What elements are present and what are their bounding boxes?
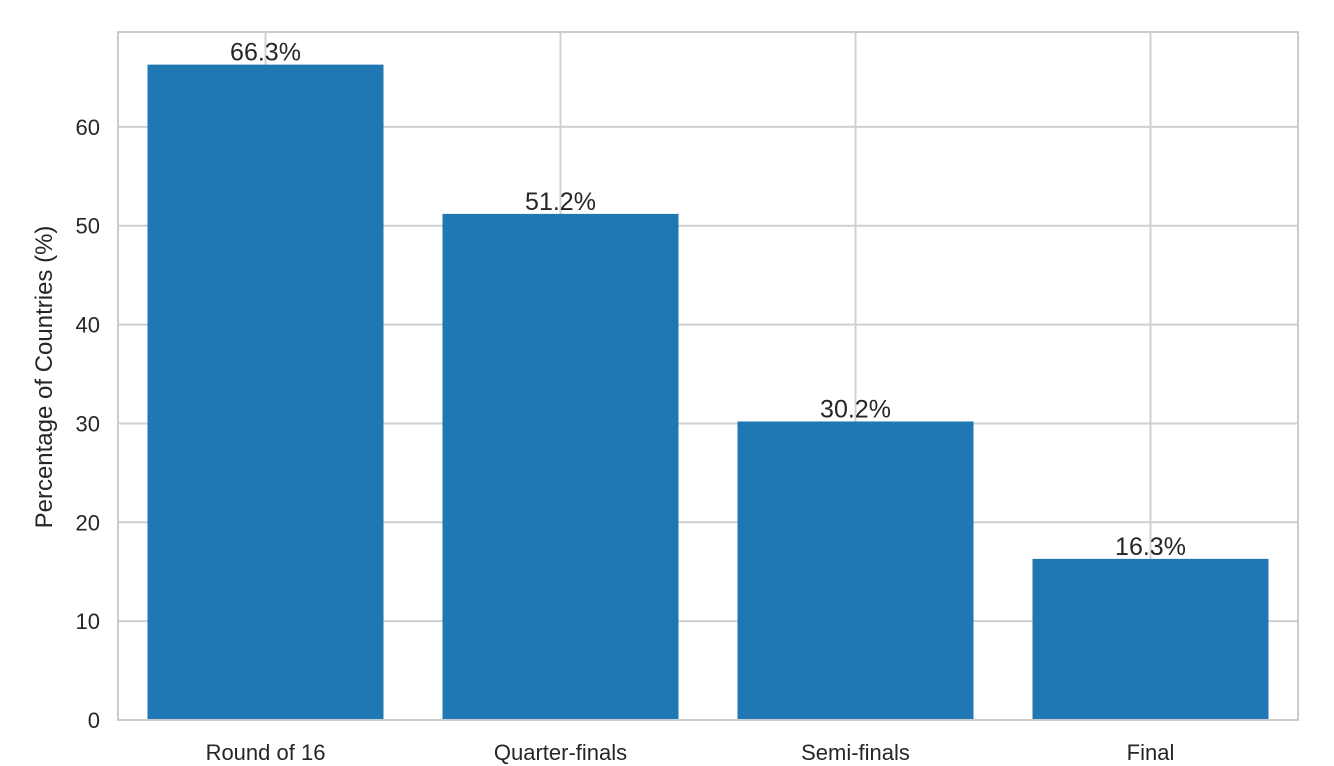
bar-value-label: 30.2% xyxy=(820,395,891,423)
bar xyxy=(737,421,974,720)
y-tick-label: 20 xyxy=(76,510,100,535)
bar-layer xyxy=(147,64,1269,721)
bar-value-label: 51.2% xyxy=(525,188,596,216)
bar xyxy=(147,64,384,721)
y-tick-label: 40 xyxy=(76,313,100,338)
x-tick-label: Round of 16 xyxy=(206,740,326,765)
data-labels: 66.3% 51.2% 30.2% 16.3% xyxy=(230,39,1186,561)
y-tick-label: 10 xyxy=(76,609,100,634)
bar-value-label: 66.3% xyxy=(230,39,301,67)
x-axis-ticks: Round of 16 Quarter-finals Semi-finals Fina… xyxy=(206,740,1175,765)
bar-value-label: 16.3% xyxy=(1115,533,1186,561)
x-tick-label: Semi-finals xyxy=(801,740,910,765)
x-tick-label: Final xyxy=(1127,740,1175,765)
plot-frame xyxy=(117,31,1299,721)
bar xyxy=(442,213,679,720)
x-tick-label: Quarter-finals xyxy=(494,740,627,765)
y-tick-label: 30 xyxy=(76,411,100,436)
bar xyxy=(1032,558,1269,720)
y-tick-label: 60 xyxy=(76,115,100,140)
y-axis-ticks: 0 10 20 30 40 50 60 xyxy=(76,115,100,733)
y-axis-label: Percentage of Countries (%) xyxy=(31,226,58,529)
y-tick-label: 50 xyxy=(76,214,100,239)
y-tick-label: 0 xyxy=(88,708,100,733)
